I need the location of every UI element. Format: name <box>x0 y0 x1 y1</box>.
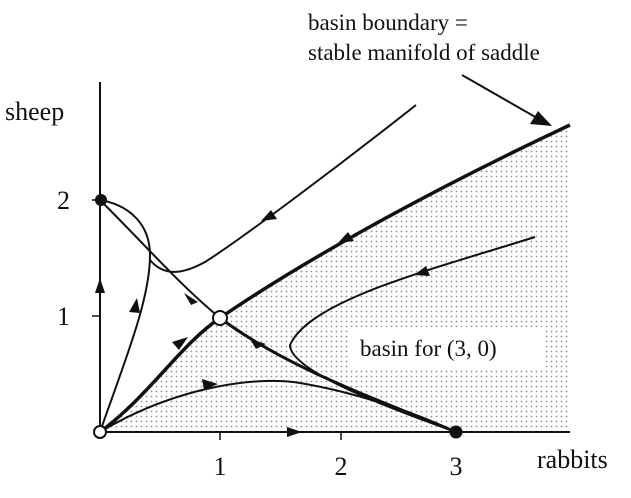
fixed-point-rabbits-only <box>449 425 463 439</box>
unstable-manifold-to-sheep <box>99 199 221 319</box>
basin-label: basin for (3, 0) <box>360 336 497 361</box>
annotation-line-1: basin boundary = <box>308 10 468 35</box>
arrow-unstable-rabbits <box>250 339 266 349</box>
y-axis-title: sheep <box>5 97 64 126</box>
fixed-point-sheep-only <box>95 194 107 206</box>
arrow-left-curve <box>129 298 140 313</box>
trajectory-basin-lower <box>99 379 457 433</box>
trajectory-upper <box>149 104 417 273</box>
x-tick-label-1: 1 <box>214 452 227 481</box>
arrow-y-axis <box>95 278 105 293</box>
basin-boundary-curve <box>98 123 571 434</box>
arrow-x-axis <box>287 427 302 437</box>
y-tick-label-2: 2 <box>57 186 70 215</box>
annotation-line-2: stable manifold of saddle <box>308 40 540 65</box>
basin-region-shading <box>100 125 570 432</box>
x-axis-title: rabbits <box>537 445 608 474</box>
arrow-basin-lower <box>202 379 218 390</box>
x-tick-label-3: 3 <box>450 452 463 481</box>
annotation-pointer-arrowhead <box>530 111 552 126</box>
arrow-boundary-upper <box>338 232 354 243</box>
annotation-pointer <box>461 74 538 119</box>
arrow-trajectory-upper <box>261 210 277 221</box>
trajectory-from-origin-left <box>99 199 152 433</box>
y-tick-label-1: 1 <box>57 302 70 331</box>
x-tick-label-2: 2 <box>335 452 348 481</box>
fixed-point-saddle <box>212 310 228 326</box>
basin-label-backing <box>348 327 544 369</box>
arrow-unstable-sheep <box>184 293 198 305</box>
arrow-boundary-lower <box>172 337 188 350</box>
fixed-point-origin <box>93 425 107 439</box>
arrow-basin-upper <box>414 266 430 276</box>
